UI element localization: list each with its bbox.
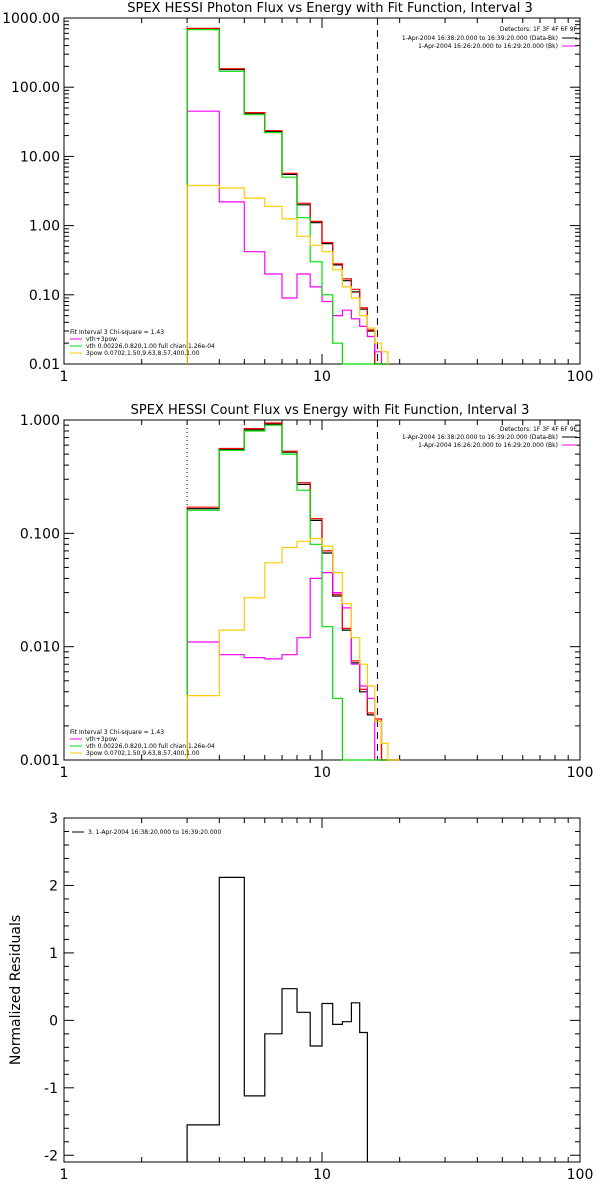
panel2-fit-header: Fit Interval 3 Chi-square = 1.43 [70,729,164,736]
x-tick-label: 100 [567,369,594,385]
y-tick-label: 100.00 [11,80,60,96]
series-vth-3pow [186,110,388,365]
series-data-bk [186,423,400,761]
series-3pow [186,184,389,364]
series-bk [186,422,400,761]
panel1-detectors: Detectors: 1F 3F 4F 6F 9F [500,26,578,33]
panel3-ylabel: Normalized Residuals [8,915,24,1065]
y-tick-label: 0 [49,1013,58,1029]
panel3-frame [63,817,581,1163]
y-tick-label: 1 [49,946,58,962]
y-tick-label: 3 [49,811,58,827]
panel1-fit1: vth+3pow [86,336,117,343]
series-bk [186,27,388,365]
panel2-fit3: 3pow 0.0702,1.50,9.63,8.57,400,1.00 [86,750,200,757]
panel1-fit-header: Fit Interval 3 Chi-square = 1.43 [70,329,164,336]
panel1-fit3: 3pow 0.0702,1.50,9.63,8.57,400,1.00 [86,350,200,357]
panel3-series [186,876,368,1162]
panel3-legend: 3. 1-Apr-2004 16:38:20.000 to 16:39:20.0… [88,829,221,836]
x-tick-label: 10 [313,765,331,781]
x-tick-label: 10 [313,1167,331,1183]
panel1-fit2: vth 0.00226,0.820,1.00 full chian 1.26e-… [86,343,215,350]
y-tick-label: 1000.00 [2,11,60,27]
panel3-axes: 1 10 100 -2 -1 0 1 2 3 [44,811,593,1183]
panel1-frame [63,17,581,365]
x-tick-label: 1 [60,1167,69,1183]
y-tick-label: 1.000 [20,413,60,429]
y-tick-label: 1.00 [29,219,60,235]
panel1-legend-bk: 1-Apr-2004 16:26:20.000 to 16:29:20.000 … [418,43,558,50]
panel2-legend: Detectors: 1F 3F 4F 6F 9F 1-Apr-2004 16:… [70,426,578,757]
panel1-series [186,27,389,365]
series-data-bk [186,28,388,365]
y-tick-label: 2 [49,878,58,894]
photon-flux-panel: SPEX HESSI Photon Flux vs Energy with Fi… [2,1,593,385]
y-tick-label: 0.100 [20,526,60,542]
y-tick-label: 0.10 [29,288,60,304]
panel2-legend-databk: 1-Apr-2004 16:38:20.000 to 16:39:20.000 … [402,434,558,441]
residuals-panel: 1 10 100 -2 -1 0 1 2 3 Normalized Residuals 3. 1… [8,811,593,1183]
series-vth [186,29,388,365]
x-tick-label: 1 [60,765,69,781]
panel1-legend: Detectors: 1F 3F 4F 6F 9F 1-Apr-2004 16:… [70,26,578,357]
panel2-detectors: Detectors: 1F 3F 4F 6F 9F [500,426,578,433]
panel1-legend-databk: 1-Apr-2004 16:38:20.000 to 16:39:20.000 … [402,35,558,42]
series-vth [186,424,400,761]
panel2-axes: 1 10 100 0.001 0.010 0.100 1.000 [20,413,593,781]
series-3-1-apr-2004-16-38-20-000-to-16-39-20-000 [186,876,368,1162]
y-tick-label: -1 [44,1081,58,1097]
panel2-series [186,422,400,761]
count-flux-panel: SPEX HESSI Count Flux vs Energy with Fit… [20,403,593,781]
x-tick-label: 10 [313,369,331,385]
panel2-fit2: vth 0.00226,0.820,1.00 full chian 1.26e-… [86,743,215,750]
y-tick-label: 0.010 [20,640,60,656]
panel2-title: SPEX HESSI Count Flux vs Energy with Fit… [131,403,530,418]
panel2-legend-bk: 1-Apr-2004 16:26:20.000 to 16:29:20.000 … [418,442,558,449]
x-tick-label: 100 [567,765,594,781]
y-tick-label: 0.01 [29,357,60,373]
panel1-title: SPEX HESSI Photon Flux vs Energy with Fi… [127,1,533,16]
x-tick-label: 100 [567,1167,594,1183]
series-3pow [186,537,400,761]
x-tick-label: 1 [60,369,69,385]
y-tick-label: 0.001 [20,753,60,769]
panel2-fit1: vth+3pow [86,736,117,743]
y-tick-label: -2 [44,1148,58,1164]
y-tick-label: 10.00 [20,149,60,165]
